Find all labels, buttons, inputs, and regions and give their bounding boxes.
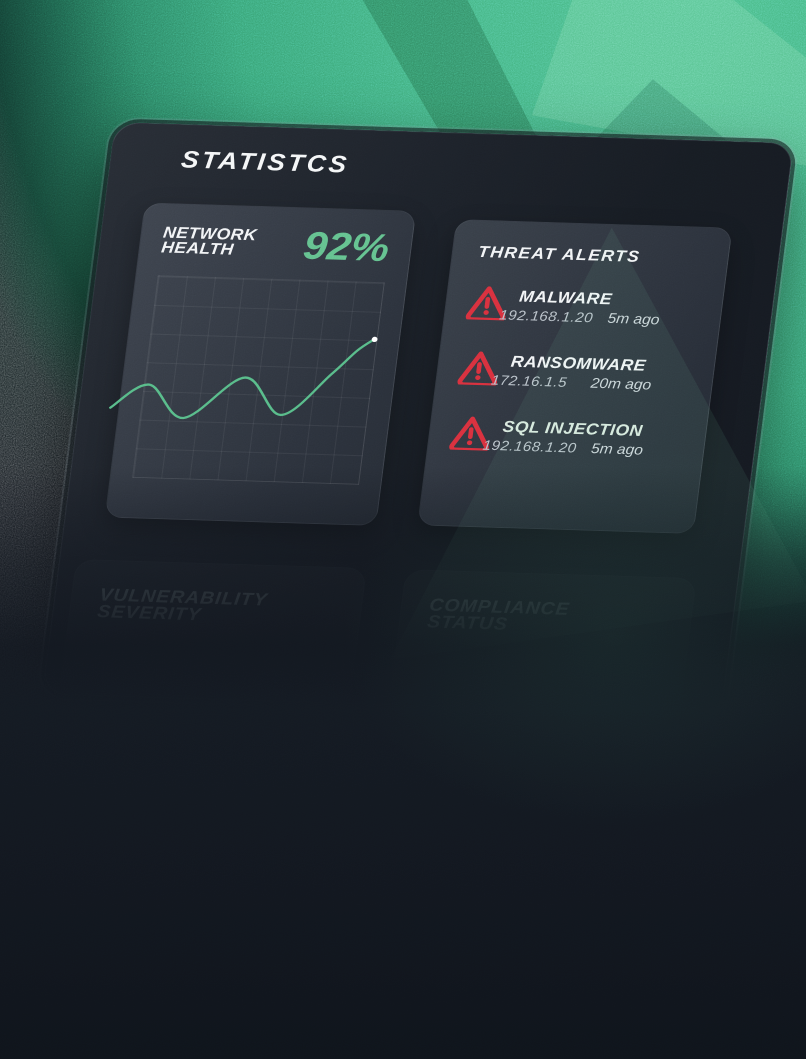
alert-ip: 172.16.1.5 [490, 373, 568, 391]
network-health-card: NETWORK HEALTH 92% [104, 202, 417, 526]
alert-time: 5m ago [590, 441, 644, 459]
alert-name: MALWARE [518, 287, 614, 308]
dashboard-row-2: VULNERABILITY SEVERITY COMPLIANCE STATUS [58, 559, 737, 720]
vulnerability-severity-title: VULNERABILITY SEVERITY [96, 585, 269, 625]
alert-ip: 192.168.1.20 [498, 307, 594, 326]
compliance-status-title: COMPLIANCE STATUS [426, 595, 571, 635]
alert-meta: 192.168.1.20 5m ago [498, 308, 695, 330]
alert-meta: 172.16.1.5 20m ago [490, 373, 687, 395]
threat-alerts-title: THREAT ALERTS [477, 242, 642, 266]
alert-time: 20m ago [589, 376, 653, 393]
network-health-value: 92% [300, 224, 392, 270]
alert-meta: 192.168.1.20 5m ago [482, 438, 679, 460]
threat-alerts-card: THREAT ALERTS [417, 219, 733, 534]
page-title: STATISTCS [179, 146, 351, 178]
alert-body: MALWARE 192.168.1.20 5m ago [498, 285, 698, 330]
network-health-header: NETWORK HEALTH 92% [160, 223, 392, 270]
network-health-sparkline [132, 275, 385, 485]
alert-row[interactable]: SQL INJECTION 192.168.1.20 5m ago [449, 414, 682, 460]
vulnerability-severity-card: VULNERABILITY SEVERITY [58, 559, 367, 709]
alert-body: SQL INJECTION 192.168.1.20 5m ago [482, 415, 682, 460]
dashboard-row-1: NETWORK HEALTH 92% THREAT ALERTS [104, 202, 783, 537]
alert-ip: 192.168.1.20 [481, 438, 578, 457]
alert-name: SQL INJECTION [501, 417, 644, 440]
network-health-title: NETWORK HEALTH [160, 223, 259, 259]
alert-row[interactable]: RANSOMWARE 172.16.1.5 20m ago [457, 349, 690, 395]
alert-name: RANSOMWARE [509, 352, 648, 375]
sparkline-svg [133, 276, 384, 484]
alert-time: 5m ago [606, 311, 661, 328]
alert-list: MALWARE 192.168.1.20 5m ago [449, 284, 699, 460]
dashboard-panel: STATISTCS NETWORK HEALTH 92% [42, 122, 794, 715]
alert-row[interactable]: MALWARE 192.168.1.20 5m ago [465, 284, 698, 330]
line-end-marker-icon [371, 336, 378, 343]
compliance-status-card: COMPLIANCE STATUS [388, 569, 697, 719]
alert-body: RANSOMWARE 172.16.1.5 20m ago [490, 350, 690, 395]
